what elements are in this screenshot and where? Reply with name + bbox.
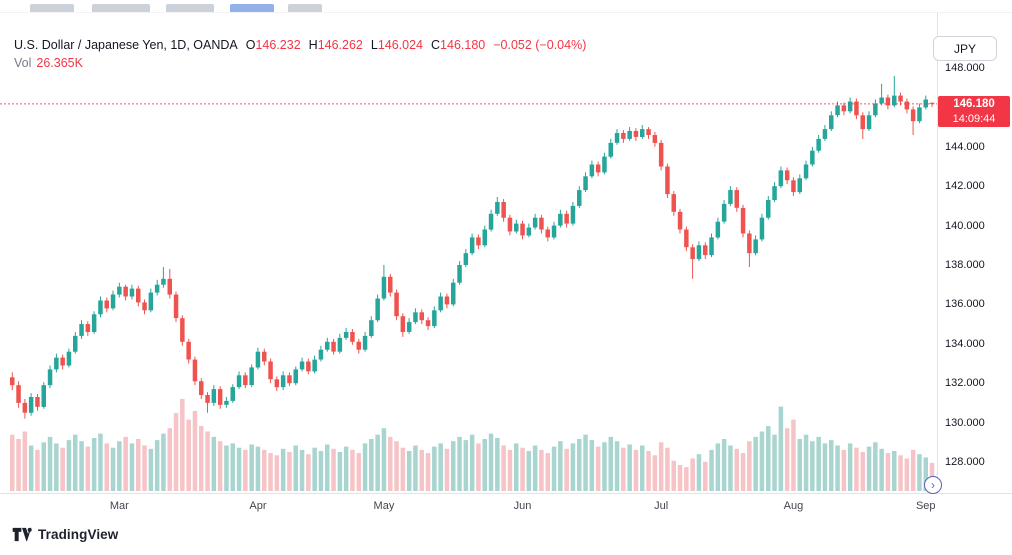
time-scale-label-may: May: [373, 500, 395, 512]
price-scale-label: 130.000: [945, 416, 985, 429]
time-scale-axis[interactable]: Mar Apr May Jun Jul Aug Sep: [0, 493, 1012, 520]
time-scale-label-mar: Mar: [109, 500, 129, 512]
low-label: L: [370, 38, 378, 52]
volume-series: [10, 399, 935, 491]
tradingview-attribution[interactable]: TradingView: [12, 527, 118, 542]
open-value: 146.232: [255, 38, 301, 52]
price-scale-axis[interactable]: 148.000146.000144.000142.000140.000138.0…: [937, 12, 1012, 519]
candlestick-series: [10, 75, 935, 419]
change-value: −0.052 (−0.04%): [493, 38, 587, 52]
price-scale-label: 136.000: [945, 298, 985, 311]
toolbar-fragment: [166, 4, 214, 12]
time-scale-label-apr: Apr: [249, 500, 267, 512]
volume-legend: Vol 26.365K: [14, 56, 83, 70]
price-scale-label: 138.000: [945, 259, 985, 271]
toolbar-fragment: [230, 4, 274, 12]
symbol-legend: U.S. Dollar / Japanese Yen, 1D, OANDA O14…: [14, 38, 586, 52]
cropped-top-toolbar: [0, 0, 1012, 13]
low-value: 146.024: [377, 38, 424, 52]
go-to-realtime-button[interactable]: ›: [924, 476, 942, 494]
toolbar-fragment: [30, 4, 74, 12]
volume-value: 26.365K: [36, 56, 83, 70]
time-scale-label-aug: Aug: [783, 500, 804, 512]
current-price-badge: 146.180 14:09:44: [938, 95, 1010, 127]
close-value: 146.180: [440, 38, 486, 52]
close-label: C: [431, 38, 441, 52]
toolbar-fragment: [92, 4, 150, 12]
current-price-label: 146.180: [953, 97, 995, 110]
time-scale-label-sep: Sep: [915, 500, 936, 512]
high-label: H: [308, 38, 318, 52]
price-scale-label: 134.000: [945, 337, 985, 350]
high-value: 146.262: [317, 38, 363, 52]
price-scale-label: 144.000: [945, 140, 985, 153]
price-scale-label: 140.000: [945, 219, 985, 232]
time-scale-label-jul: Jul: [654, 500, 669, 512]
price-scale-label: 142.000: [945, 180, 985, 193]
tradingview-brand-text: TradingView: [38, 527, 119, 542]
volume-label[interactable]: Vol: [14, 56, 32, 70]
open-label: O: [245, 38, 256, 52]
bar-countdown-timer: 14:09:44: [952, 112, 996, 125]
price-scale-label: 132.000: [945, 377, 985, 390]
time-scale-label-jun: Jun: [513, 500, 532, 512]
price-scale-label: 148.000: [945, 62, 985, 74]
toolbar-fragment: [288, 4, 322, 12]
tradingview-logo-icon: [12, 527, 32, 542]
price-scale-label: 128.000: [945, 456, 985, 468]
currency-jpy-button[interactable]: JPY: [933, 36, 997, 61]
symbol-title[interactable]: U.S. Dollar / Japanese Yen, 1D, OANDA: [14, 38, 238, 52]
